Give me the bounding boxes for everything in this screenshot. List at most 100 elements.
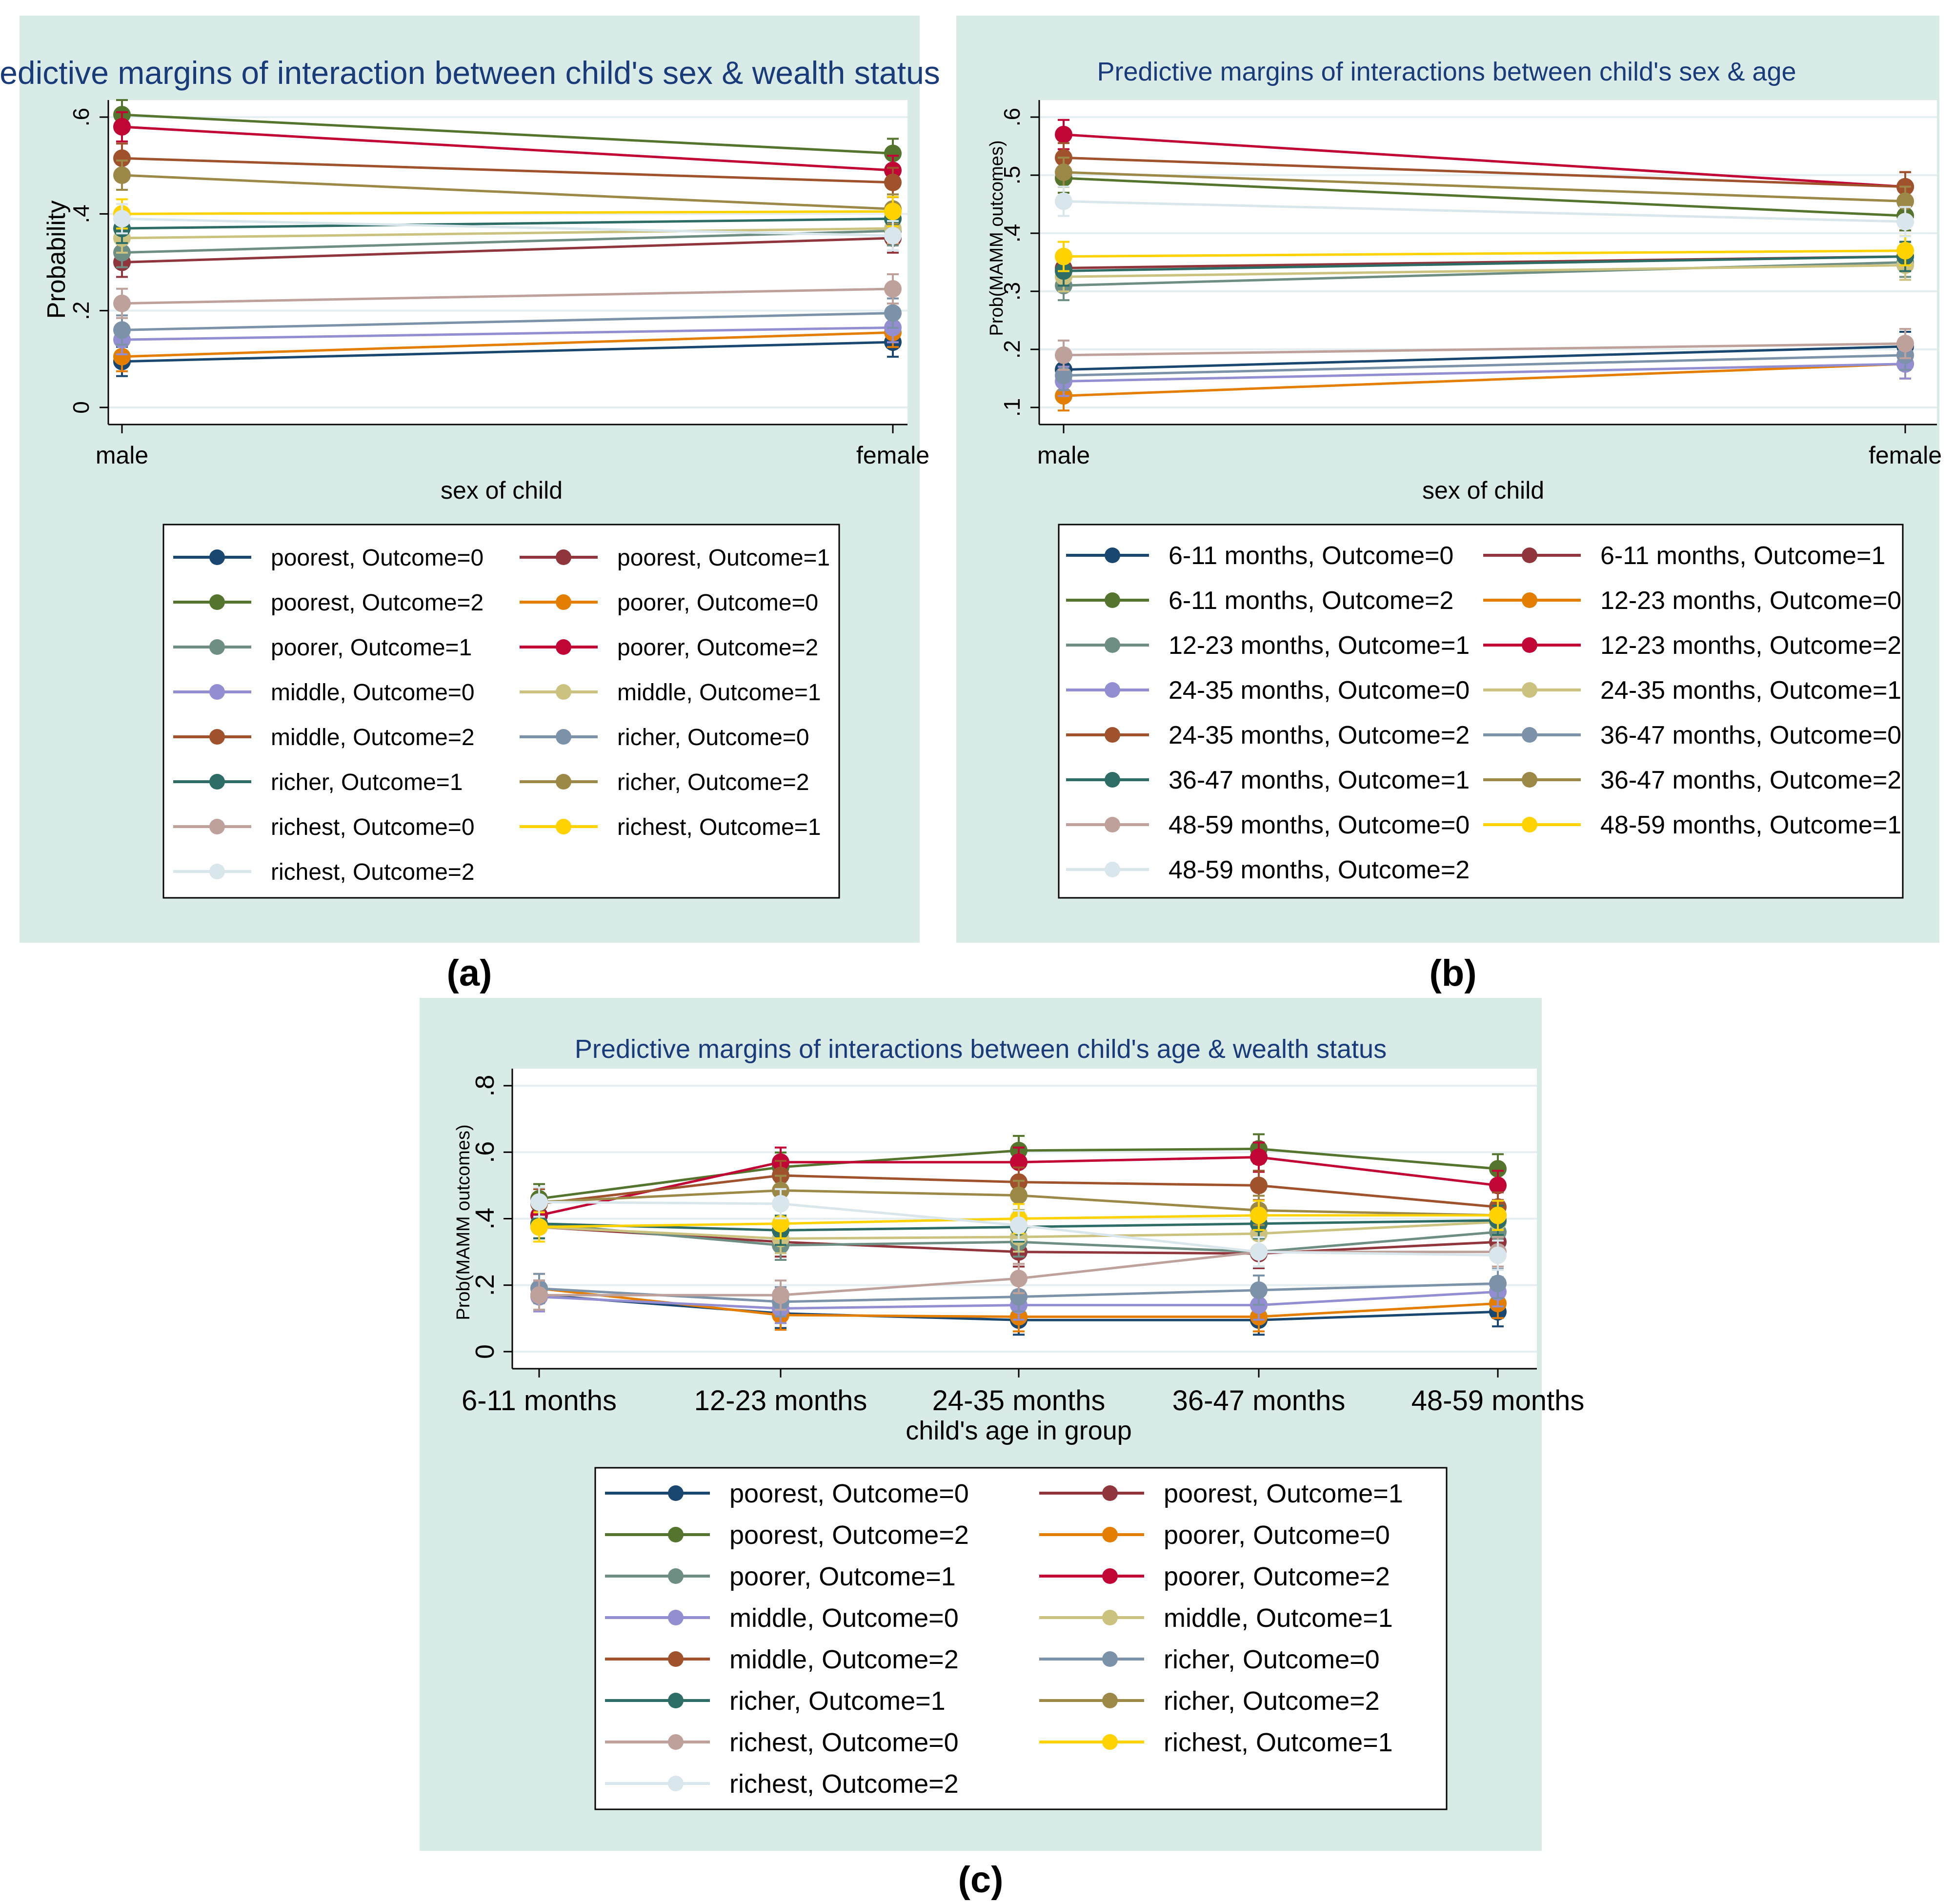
legend-marker	[668, 1610, 684, 1625]
legend-label: middle, Outcome=0	[729, 1603, 959, 1633]
legend-item: 36-47 months, Outcome=1	[1066, 766, 1470, 794]
legend-item: richer, Outcome=1	[173, 770, 463, 795]
plot-area-a	[108, 100, 907, 425]
legend-label: richest, Outcome=1	[617, 814, 821, 840]
chart-panel-b: Predictive margins of interactions betwe…	[956, 16, 1942, 994]
legend-label: poorest, Outcome=0	[729, 1479, 969, 1508]
series-line	[121, 326, 893, 341]
data-point	[1250, 1148, 1268, 1166]
legend-label: 36-47 months, Outcome=0	[1600, 721, 1901, 749]
legend-item: 6-11 months, Outcome=1	[1483, 542, 1885, 570]
legend-c: poorest, Outcome=0 poorest, Outcome=1 poor…	[605, 1479, 1403, 1799]
legend-marker	[1102, 1568, 1118, 1584]
data-point	[1250, 1281, 1268, 1299]
x-axis-label-a: sex of child	[441, 477, 563, 504]
legend-marker	[1102, 1610, 1118, 1625]
legend-label: richest, Outcome=0	[729, 1728, 959, 1757]
legend-marker	[1102, 1693, 1118, 1708]
legend-label: middle, Outcome=0	[271, 680, 475, 706]
data-point	[113, 294, 131, 312]
y-tick-label: .2	[999, 340, 1025, 359]
legend-marker	[556, 729, 571, 745]
series-line	[121, 287, 893, 305]
legend-marker	[668, 1568, 684, 1584]
legend-label: richer, Outcome=2	[617, 770, 809, 795]
legend-marker	[1105, 772, 1120, 788]
legend-item: 24-35 months, Outcome=0	[1066, 676, 1470, 705]
legend-item: 12-23 months, Outcome=2	[1483, 631, 1901, 660]
legend-marker	[668, 1693, 684, 1708]
data-point	[884, 226, 902, 244]
legend-marker	[1522, 547, 1537, 563]
legend-label: poorest, Outcome=2	[271, 590, 484, 616]
series-line	[121, 217, 893, 230]
legend-marker	[1102, 1734, 1118, 1750]
x-tick-label: female	[1869, 442, 1942, 469]
legend-label: middle, Outcome=1	[1164, 1603, 1393, 1633]
series-line	[1063, 263, 1906, 278]
legend-item: 24-35 months, Outcome=2	[1066, 721, 1470, 749]
legend-marker	[209, 594, 225, 610]
legend-item: richest, Outcome=2	[605, 1769, 959, 1799]
series-line	[1063, 133, 1906, 188]
data-point	[113, 321, 131, 339]
legend-item: 48-59 months, Outcome=0	[1066, 811, 1470, 839]
legend-item: poorest, Outcome=1	[1039, 1479, 1403, 1508]
legend-label: 48-59 months, Outcome=0	[1169, 811, 1470, 839]
legend-label: 48-59 months, Outcome=1	[1600, 811, 1901, 839]
legend-label: 36-47 months, Outcome=2	[1600, 766, 1901, 794]
data-point	[530, 1218, 548, 1236]
data-point	[1489, 1275, 1507, 1293]
legend-label: richer, Outcome=0	[1164, 1645, 1380, 1674]
legend-marker	[1105, 862, 1120, 877]
legend-label: middle, Outcome=2	[729, 1645, 959, 1674]
legend-item: 6-11 months, Outcome=0	[1066, 542, 1453, 570]
series-line	[1063, 345, 1906, 371]
legend-item: poorer, Outcome=0	[520, 590, 818, 616]
legend-item: middle, Outcome=2	[605, 1645, 959, 1674]
legend-label: richer, Outcome=0	[617, 725, 809, 750]
data-point	[1896, 213, 1914, 231]
legend-marker	[209, 864, 225, 879]
series-line	[121, 229, 893, 254]
y-tick-label: .2	[68, 301, 94, 320]
legend-marker	[1105, 682, 1120, 698]
x-ticks-b: male female	[1037, 425, 1942, 469]
x-tick-label: 12-23 months	[694, 1385, 867, 1417]
series-line	[121, 157, 893, 184]
legend-label: 24-35 months, Outcome=2	[1169, 721, 1470, 749]
series-line	[121, 125, 893, 172]
series-line	[121, 113, 893, 155]
data-point	[1250, 1176, 1268, 1195]
legend-item: 6-11 months, Outcome=2	[1066, 587, 1453, 615]
legend-a: poorest, Outcome=0 poorest, Outcome=1 poor…	[173, 545, 830, 885]
legend-label: poorer, Outcome=1	[729, 1562, 956, 1591]
series-line	[121, 312, 893, 331]
legend-marker	[1105, 727, 1120, 743]
legend-label: richer, Outcome=1	[729, 1686, 946, 1716]
legend-item: poorest, Outcome=1	[520, 545, 830, 571]
legend-marker	[668, 1485, 684, 1501]
data-point	[1055, 163, 1072, 182]
series-b	[1055, 119, 1914, 412]
legend-item: middle, Outcome=1	[1039, 1603, 1393, 1633]
legend-label: middle, Outcome=2	[271, 725, 475, 750]
legend-item: middle, Outcome=0	[173, 680, 475, 706]
legend-label: middle, Outcome=1	[617, 680, 821, 706]
chart-title-b: Predictive margins of interactions betwe…	[1097, 57, 1796, 86]
legend-marker	[209, 819, 225, 834]
data-point	[884, 304, 902, 322]
series-line	[121, 210, 893, 215]
legend-label: richest, Outcome=1	[1164, 1728, 1393, 1757]
data-point	[113, 149, 131, 167]
legend-marker	[1522, 772, 1537, 788]
y-axis-label-b: Prob(MAMM outcomes)	[987, 140, 1007, 336]
x-axis-label-b: sex of child	[1422, 477, 1544, 504]
y-tick-label: .3	[999, 282, 1025, 301]
legend-marker	[668, 1734, 684, 1750]
series-a	[113, 99, 902, 377]
series-line	[1063, 177, 1906, 217]
y-tick-label: .1	[999, 398, 1025, 417]
series-b-12	[1055, 328, 1914, 371]
data-point	[530, 1193, 548, 1211]
